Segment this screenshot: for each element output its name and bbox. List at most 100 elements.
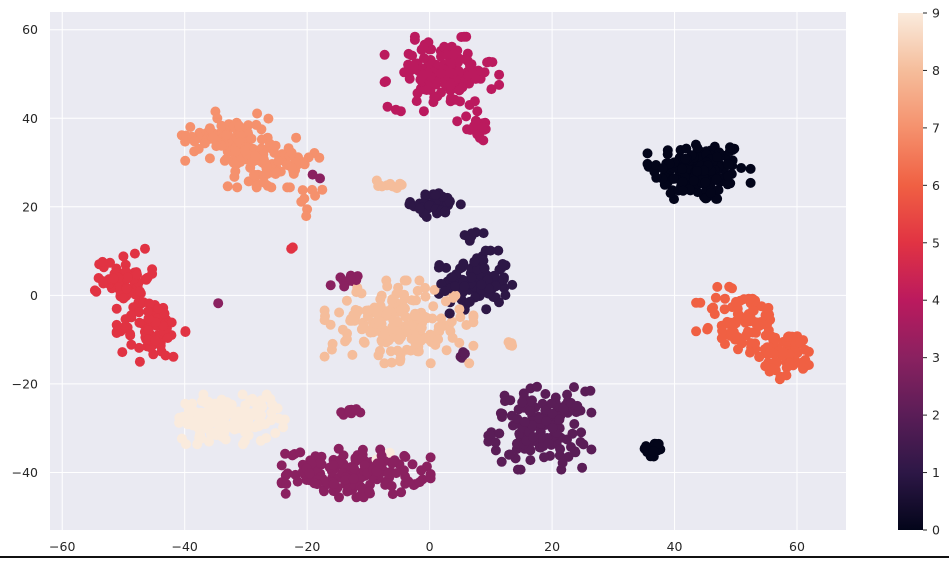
scatter-point-class-3 — [276, 460, 287, 471]
scatter-point-class-0 — [651, 172, 662, 183]
scatter-point-class-5 — [111, 303, 122, 314]
colorbar-tick-label: 0 — [932, 523, 940, 538]
scatter-point-class-1 — [507, 279, 518, 290]
scatter-point-class-6 — [719, 304, 730, 315]
scatter-point-class-4 — [479, 67, 490, 78]
scatter-point-class-8 — [410, 310, 421, 321]
colorbar-tick-label: 4 — [932, 293, 940, 308]
scatter-point-class-4 — [390, 104, 401, 115]
scatter-point-class-5 — [153, 303, 164, 314]
scatter-point-class-2 — [528, 432, 539, 443]
scatter-point-class-8 — [419, 311, 430, 322]
scatter-point-class-5 — [150, 335, 161, 346]
scatter-point-class-9 — [261, 433, 272, 444]
scatter-point-class-3 — [334, 492, 344, 503]
scatter-point-class-9 — [206, 429, 217, 440]
scatter-point-class-0 — [641, 441, 651, 452]
scatter-point-class-1 — [469, 256, 480, 267]
scatter-point-class-4 — [411, 96, 422, 107]
scatter-point-class-7 — [230, 166, 241, 177]
scatter-point-class-8 — [334, 307, 345, 318]
scatter-point-class-4 — [467, 68, 478, 79]
scatter-point-class-0 — [642, 158, 653, 169]
scatter-point-class-7 — [259, 154, 269, 165]
scatter-point-class-3 — [213, 298, 224, 309]
scatter-points — [89, 31, 814, 503]
scatter-point-class-7 — [273, 156, 284, 167]
scatter-point-class-7 — [193, 143, 204, 154]
scatter-point-class-0 — [677, 163, 688, 174]
scatter-point-class-1 — [455, 199, 466, 210]
scatter-point-class-1 — [479, 263, 490, 274]
scatter-point-class-0 — [681, 143, 692, 154]
scatter-point-class-4 — [436, 68, 446, 79]
scatter-point-class-5 — [134, 317, 145, 328]
scatter-point-class-5 — [91, 286, 102, 297]
scatter-point-class-8 — [440, 296, 451, 307]
scatter-point-class-7 — [204, 153, 215, 164]
scatter-point-class-5 — [286, 243, 297, 254]
scatter-point-class-5 — [118, 251, 129, 262]
scatter-point-class-2 — [546, 398, 557, 409]
scatter-point-class-0 — [723, 159, 734, 170]
scatter-point-class-0 — [692, 142, 703, 153]
scatter-point-class-7 — [263, 113, 274, 124]
scatter-point-class-3 — [400, 452, 411, 462]
scatter-point-class-0 — [713, 185, 724, 195]
scatter-point-class-4 — [478, 135, 489, 146]
scatter-point-class-8 — [420, 291, 431, 302]
scatter-point-class-7 — [211, 141, 222, 152]
scatter-point-class-3 — [307, 169, 318, 180]
scatter-point-class-8 — [381, 275, 392, 286]
scatter-point-class-9 — [237, 389, 248, 400]
scatter-point-class-4 — [382, 101, 393, 112]
scatter-point-class-8 — [358, 336, 369, 347]
scatter-point-class-1 — [433, 262, 444, 273]
scatter-point-class-2 — [576, 427, 587, 438]
scatter-point-class-8 — [414, 275, 425, 286]
scatter-point-class-6 — [760, 361, 771, 372]
scatter-point-class-5 — [125, 329, 136, 339]
scatter-point-class-7 — [249, 169, 259, 180]
scatter-point-class-7 — [185, 122, 196, 132]
scatter-point-class-6 — [795, 358, 806, 369]
scatter-point-class-5 — [160, 350, 171, 361]
scatter-point-class-8 — [436, 322, 447, 332]
scatter-point-class-4 — [421, 85, 432, 95]
scatter-point-class-8 — [436, 313, 447, 324]
scatter-point-class-3 — [398, 465, 409, 476]
scatter-point-class-0 — [725, 142, 735, 153]
scatter-point-class-8 — [416, 322, 427, 333]
scatter-point-class-4 — [452, 116, 463, 127]
scatter-point-class-3 — [315, 458, 326, 468]
scatter-point-class-1 — [440, 206, 451, 217]
scatter-point-class-5 — [134, 356, 145, 367]
scatter-point-class-1 — [455, 263, 465, 274]
scatter-point-class-4 — [461, 111, 472, 122]
scatter-point-class-6 — [712, 281, 723, 292]
scatter-point-class-7 — [235, 130, 246, 141]
scatter-point-class-8 — [413, 346, 424, 357]
scatter-point-class-4 — [477, 122, 488, 133]
scatter-point-class-4 — [404, 73, 415, 84]
scatter-point-class-3 — [414, 477, 425, 488]
y-tick-label: −40 — [12, 465, 38, 480]
scatter-point-class-2 — [539, 452, 549, 463]
scatter-point-class-7 — [284, 182, 295, 193]
scatter-point-class-5 — [142, 272, 153, 283]
scatter-point-class-7 — [216, 120, 227, 131]
y-tick-label: 40 — [22, 111, 38, 126]
y-tick-label: 60 — [22, 22, 38, 37]
scatter-point-class-6 — [716, 333, 727, 344]
scatter-point-class-4 — [418, 106, 429, 117]
scatter-point-class-0 — [736, 163, 747, 173]
scatter-point-class-4 — [487, 57, 498, 68]
scatter-point-class-4 — [472, 106, 483, 117]
scatter-point-class-2 — [557, 457, 568, 468]
scatter-point-class-6 — [702, 322, 713, 333]
scatter-point-class-5 — [129, 248, 140, 259]
scatter-point-class-6 — [706, 303, 717, 314]
scatter-point-class-9 — [384, 447, 395, 458]
scatter-point-class-8 — [464, 358, 475, 369]
scatter-point-class-9 — [272, 403, 283, 414]
